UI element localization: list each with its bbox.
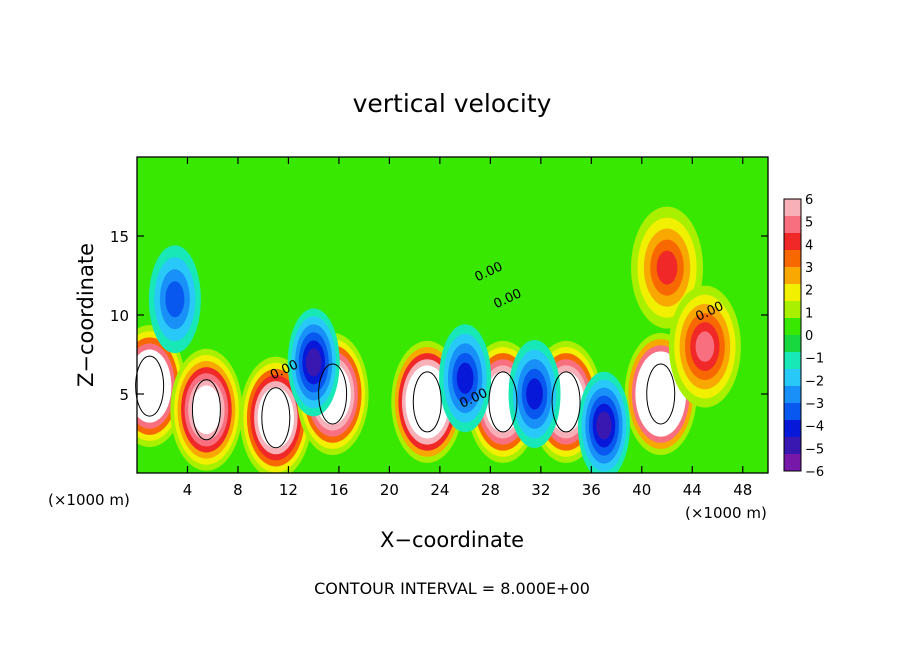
colorbar-tick-label-8: −2 bbox=[805, 374, 824, 389]
x-tick-label-5: 24 bbox=[430, 481, 449, 499]
colorbar-swatch-15 bbox=[784, 454, 801, 472]
x-tick-label-0: 4 bbox=[183, 481, 193, 499]
colorbar-swatch-5 bbox=[784, 284, 801, 302]
colorbar-swatch-1 bbox=[784, 216, 801, 234]
colorbar-tick-label-0: 6 bbox=[805, 193, 813, 208]
colorbar-swatch-6 bbox=[784, 301, 801, 319]
x-axis-ticks: 4 8 12 16 20 24 28 32 36 40 44 48 bbox=[183, 157, 752, 499]
heatmap-cell-8-3 bbox=[165, 281, 185, 318]
contour-line-6 bbox=[551, 371, 581, 433]
heatmap-cell-1-8 bbox=[198, 397, 214, 422]
colorbar-tick-label-3: 3 bbox=[805, 261, 813, 276]
x-unit-label-right: (×1000 m) bbox=[685, 504, 767, 522]
colorbar-tick-label-2: 4 bbox=[805, 238, 813, 253]
x-tick-label-7: 32 bbox=[531, 481, 550, 499]
colorbar-tick-label-4: 2 bbox=[805, 284, 813, 299]
contour-interval-footer: CONTOUR INTERVAL = 8.000E+00 bbox=[314, 579, 590, 598]
heatmap-cell-4-8 bbox=[419, 389, 435, 415]
colorbar-swatch-11 bbox=[784, 386, 801, 404]
plot-area: 0.000.000.000.000.00 bbox=[135, 156, 769, 474]
colorbar-swatch-10 bbox=[784, 369, 801, 387]
contour-line-0 bbox=[135, 355, 165, 417]
heatmap-cell-12-5 bbox=[596, 411, 612, 440]
colorbar-swatch-13 bbox=[784, 420, 801, 438]
chart-title: vertical velocity bbox=[353, 89, 552, 118]
contour-line-7 bbox=[646, 363, 676, 425]
heatmap-cell-14-5 bbox=[695, 331, 715, 362]
colorbar-tick-label-11: −5 bbox=[805, 442, 824, 457]
heatmap-cell-11-4 bbox=[526, 378, 543, 410]
colorbar: 6 5 4 3 2 1 0 −1 −2 −3 −4 −5 −6 bbox=[783, 193, 824, 480]
x-tick-label-8: 36 bbox=[582, 481, 601, 499]
colorbar-swatch-2 bbox=[784, 233, 801, 251]
x-unit-label-left: (×1000 m) bbox=[48, 491, 130, 509]
heatmap-cell-5-8 bbox=[495, 389, 511, 415]
colorbar-swatch-9 bbox=[784, 352, 801, 370]
x-axis-title: X−coordinate bbox=[380, 528, 524, 552]
heatmap-blobs bbox=[137, 206, 741, 473]
x-tick-label-2: 12 bbox=[279, 481, 298, 499]
heatmap-cell-2-8 bbox=[268, 405, 284, 430]
heatmap-cell-13-4 bbox=[656, 250, 678, 285]
y-axis-title: Z−coordinate bbox=[74, 243, 98, 387]
heatmap-cell-0-8 bbox=[142, 373, 158, 399]
colorbar-swatch-8 bbox=[784, 335, 801, 353]
contour-line-2 bbox=[261, 387, 291, 449]
heatmap-cell-9-5 bbox=[306, 348, 322, 377]
colorbar-tick-label-9: −3 bbox=[805, 397, 824, 412]
contour-line-5 bbox=[488, 371, 518, 433]
colorbar-tick-label-6: 0 bbox=[805, 329, 813, 344]
contour-line-3 bbox=[318, 363, 348, 425]
colorbar-swatch-12 bbox=[784, 403, 801, 421]
x-tick-label-6: 28 bbox=[481, 481, 500, 499]
heatmap-cell-10-4 bbox=[456, 362, 474, 394]
heatmap-cell-7-8 bbox=[653, 381, 669, 407]
y-tick-label-0: 5 bbox=[119, 386, 129, 404]
heatmap-cell-6-8 bbox=[558, 389, 574, 415]
x-tick-label-11: 48 bbox=[733, 481, 752, 499]
x-tick-label-3: 16 bbox=[329, 481, 348, 499]
colorbar-tick-label-7: −1 bbox=[805, 352, 824, 367]
y-tick-label-2: 15 bbox=[110, 228, 129, 246]
colorbar-swatch-3 bbox=[784, 250, 801, 268]
colorbar-swatch-14 bbox=[784, 437, 801, 455]
x-tick-label-9: 40 bbox=[632, 481, 651, 499]
x-tick-label-10: 44 bbox=[683, 481, 702, 499]
colorbar-tick-label-1: 5 bbox=[805, 216, 813, 231]
colorbar-swatch-0 bbox=[784, 199, 801, 217]
colorbar-swatch-4 bbox=[784, 267, 801, 285]
x-tick-label-4: 20 bbox=[380, 481, 399, 499]
y-axis-ticks: 5 10 15 bbox=[110, 228, 768, 404]
x-tick-label-1: 8 bbox=[233, 481, 243, 499]
colorbar-tick-label-12: −6 bbox=[805, 465, 824, 480]
contour-line-1 bbox=[191, 379, 221, 441]
colorbar-frame bbox=[783, 198, 802, 472]
colorbar-tick-label-5: 1 bbox=[805, 306, 813, 321]
contour-line-4 bbox=[412, 371, 442, 433]
colorbar-tick-label-10: −4 bbox=[805, 420, 824, 435]
colorbar-swatch-7 bbox=[784, 318, 801, 336]
y-tick-label-1: 10 bbox=[110, 307, 129, 325]
